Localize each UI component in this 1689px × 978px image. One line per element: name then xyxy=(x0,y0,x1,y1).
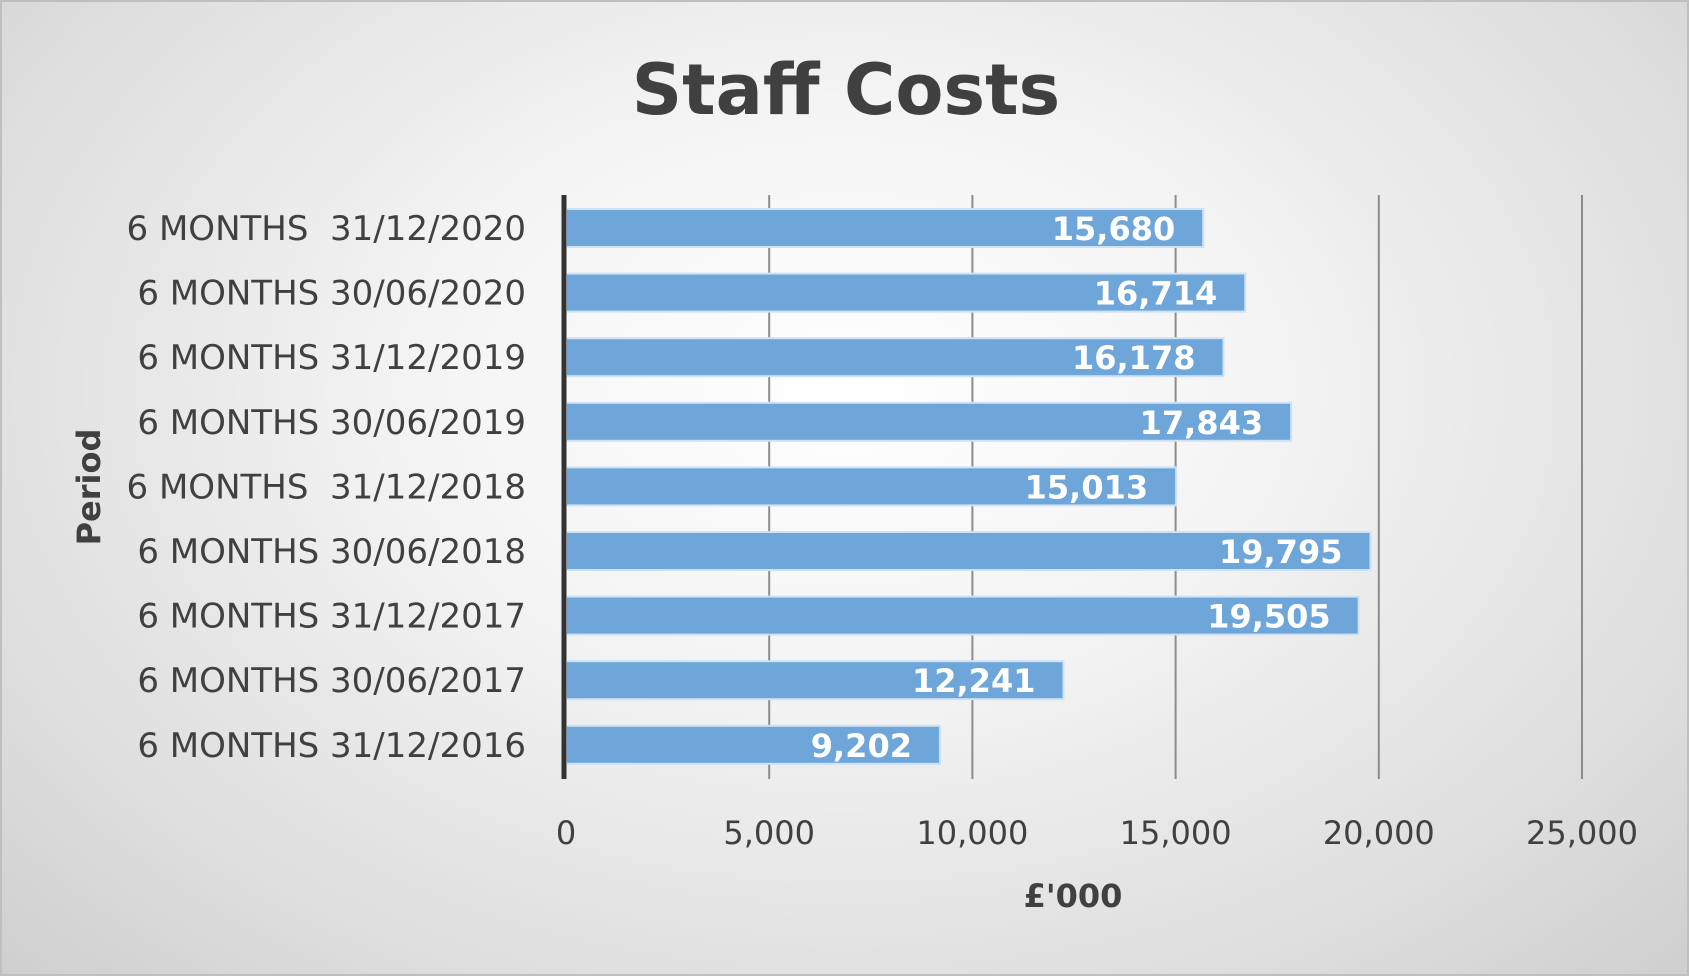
data-label: 9,202 xyxy=(811,727,912,765)
chart-title: Staff Costs xyxy=(632,49,1060,131)
x-tick-label: 15,000 xyxy=(1120,814,1232,852)
category-label: 6 MONTHS 30/06/2017 xyxy=(137,661,526,701)
bar xyxy=(565,531,1372,571)
bar xyxy=(565,337,1225,378)
x-tick-label: 20,000 xyxy=(1323,814,1435,852)
bar xyxy=(565,208,1205,248)
data-label: 16,178 xyxy=(1072,339,1195,377)
category-label: 6 MONTHS 31/12/2018 xyxy=(127,467,526,507)
category-label: 6 MONTHS 30/06/2019 xyxy=(137,403,526,443)
data-label: 16,714 xyxy=(1094,275,1217,313)
bar xyxy=(565,466,1178,507)
y-axis-title: Period xyxy=(70,429,108,546)
category-label: 6 MONTHS 31/12/2016 xyxy=(137,726,526,766)
bar xyxy=(565,660,1065,701)
data-label: 17,843 xyxy=(1140,404,1263,442)
x-tick-labels: 0 5,000 10,000 15,000 20,000 25,000 xyxy=(556,814,1638,852)
bar xyxy=(565,595,1360,636)
category-label: 6 MONTHS 31/12/2019 xyxy=(137,338,526,378)
x-tick-label: 10,000 xyxy=(916,814,1028,852)
data-label: 15,680 xyxy=(1052,210,1175,248)
category-label: 6 MONTHS 31/12/2020 xyxy=(127,209,526,249)
bar xyxy=(565,401,1293,442)
data-label: 19,505 xyxy=(1207,598,1330,636)
category-label: 6 MONTHS 30/06/2018 xyxy=(137,532,526,572)
data-label: 12,241 xyxy=(912,662,1035,700)
category-labels: 6 MONTHS 31/12/2020 6 MONTHS 30/06/2020 6 … xyxy=(127,209,526,766)
data-labels: 15,680 16,714 16,178 17,843 15,013 19,795 19,5… xyxy=(811,210,1343,765)
data-label: 15,013 xyxy=(1025,468,1148,506)
x-tick-label: 25,000 xyxy=(1526,814,1638,852)
data-label: 19,795 xyxy=(1219,533,1342,571)
category-label: 6 MONTHS 31/12/2017 xyxy=(137,597,526,637)
x-tick-label: 5,000 xyxy=(723,814,815,852)
x-axis-title: £'000 xyxy=(1024,877,1123,915)
category-label: 6 MONTHS 30/06/2020 xyxy=(137,274,526,314)
x-tick-label: 0 xyxy=(556,814,576,852)
